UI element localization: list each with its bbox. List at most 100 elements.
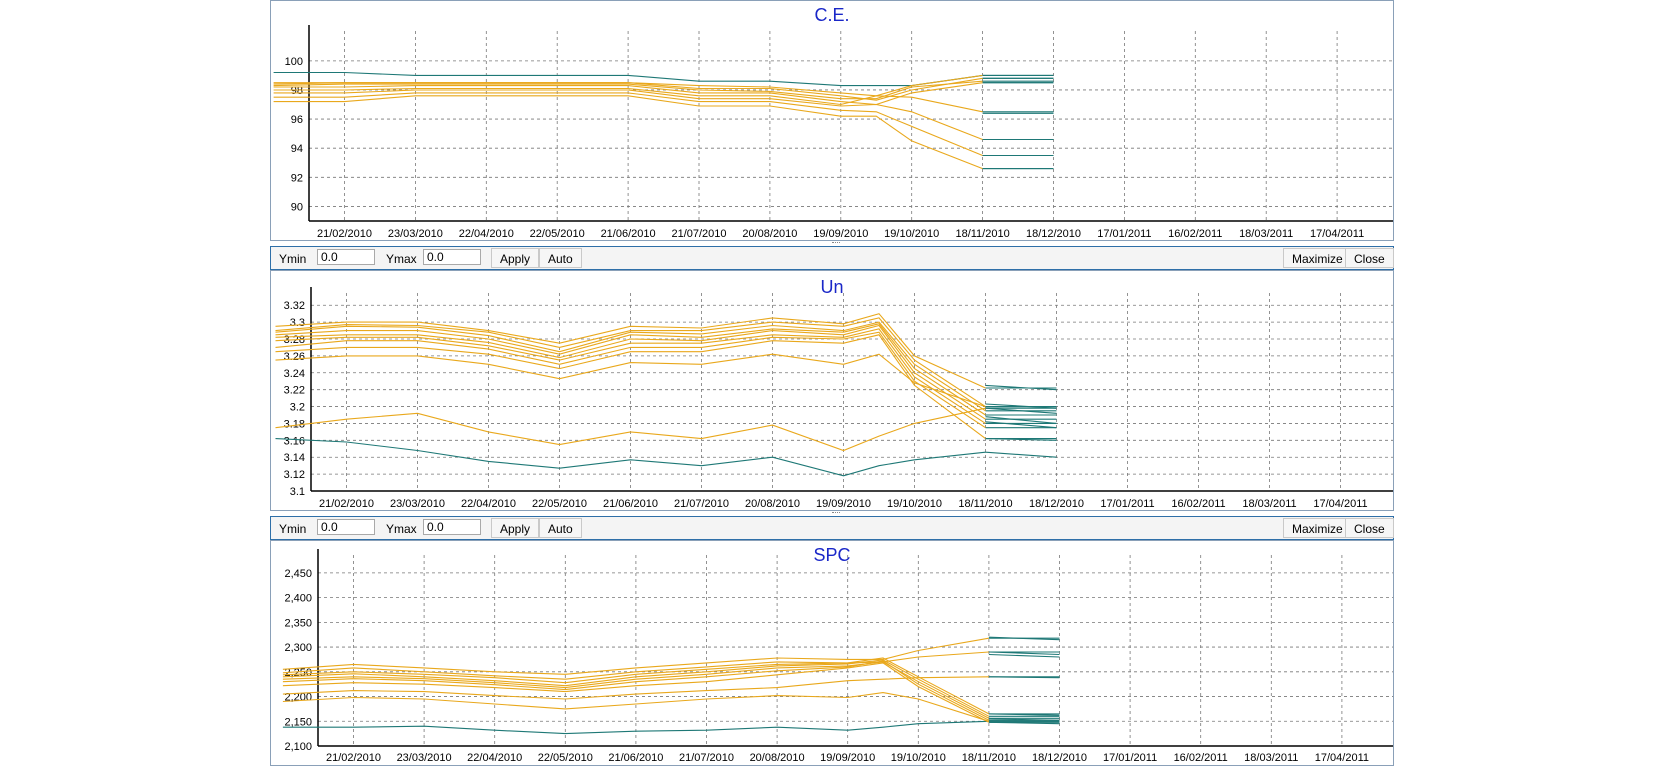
series-line-projection <box>988 653 1060 658</box>
x-tick-label: 18/12/2010 <box>1029 498 1084 510</box>
close-button[interactable]: Close <box>1345 248 1394 268</box>
x-tick-label: 17/04/2011 <box>1315 752 1369 764</box>
chart-panel-un: Un 3.1 3.12 3.14 3.16 3.18 3.2 3.22 3.24 3.26 3.28… <box>270 270 1394 511</box>
x-tick-label: 18/11/2010 <box>958 498 1012 510</box>
y-tick-label: 100 <box>285 56 303 68</box>
x-tick-label: 18/03/2011 <box>1244 752 1298 764</box>
x-tick-label: 20/08/2010 <box>750 752 805 764</box>
ymin-input[interactable] <box>317 519 375 535</box>
series-line <box>275 321 986 412</box>
x-tick-label: 21/07/2010 <box>671 228 726 240</box>
x-tick-label: 17/04/2011 <box>1310 228 1364 240</box>
y-tick-label: 3.26 <box>284 351 305 363</box>
series-line-projection <box>985 451 1057 458</box>
auto-button[interactable]: Auto <box>539 248 582 268</box>
x-tick-label: 19/09/2010 <box>813 228 868 240</box>
x-tick-label: 21/02/2010 <box>317 228 372 240</box>
x-tick-label: 22/04/2010 <box>459 228 514 240</box>
x-tick-label: 23/03/2010 <box>390 498 445 510</box>
ymax-label: Ymax <box>386 252 417 266</box>
x-tick-label: 22/05/2010 <box>532 498 587 510</box>
x-tick-label: 19/09/2010 <box>820 752 875 764</box>
y-tick-label: 2,300 <box>284 642 312 654</box>
series-line <box>282 662 990 723</box>
series-line <box>275 313 986 389</box>
y-tick-label: 2,400 <box>284 593 312 605</box>
x-tick-label: 22/05/2010 <box>538 752 593 764</box>
chart-ce: C.E. 90 92 94 96 98 100 21/02/2010 23/03/2010 22/… <box>273 5 1393 240</box>
auto-button[interactable]: Auto <box>539 518 582 538</box>
series-line <box>275 334 986 440</box>
chart-window: C.E. 90 92 94 96 98 100 21/02/2010 23/03/2010 22/… <box>270 0 1394 766</box>
x-tick-label: 19/10/2010 <box>887 498 942 510</box>
splitter-handle[interactable] <box>832 242 840 246</box>
y-tick-label: 3.24 <box>284 368 305 380</box>
chart-toolbar-un: Ymin Ymax Apply Auto Maximize Close <box>270 246 1394 270</box>
chart-title: SPC <box>813 545 850 565</box>
y-tick-label: 3.3 <box>290 317 305 329</box>
y-tick-label: 94 <box>291 143 303 155</box>
close-button[interactable]: Close <box>1345 518 1394 538</box>
series-line <box>275 323 986 416</box>
x-tick-label: 21/02/2010 <box>326 752 381 764</box>
series-line <box>275 317 986 408</box>
y-tick-label: 3.18 <box>284 418 305 430</box>
y-tick-label: 2,150 <box>284 716 312 728</box>
y-tick-label: 3.32 <box>284 300 305 312</box>
series-line <box>275 407 986 452</box>
series-line <box>273 80 983 100</box>
splitter-handle[interactable] <box>832 512 840 516</box>
y-tick-label: 3.22 <box>284 385 305 397</box>
x-tick-label: 17/01/2011 <box>1103 752 1157 764</box>
y-tick-label: 3.16 <box>284 435 305 447</box>
y-tick-label: 3.1 <box>290 486 305 498</box>
x-tick-label: 21/06/2010 <box>601 228 656 240</box>
y-tick-label: 98 <box>291 85 303 97</box>
series-line <box>273 95 983 170</box>
ymin-input[interactable] <box>317 249 375 265</box>
ymax-input[interactable] <box>423 249 481 265</box>
x-tick-label: 21/06/2010 <box>603 498 658 510</box>
x-tick-label: 19/10/2010 <box>891 752 946 764</box>
ymin-label: Ymin <box>279 252 307 266</box>
ymax-label: Ymax <box>386 522 417 536</box>
y-tick-label: 2,450 <box>284 568 312 580</box>
chart-title: C.E. <box>814 5 849 25</box>
x-tick-label: 19/09/2010 <box>816 498 871 510</box>
x-tick-label: 23/03/2010 <box>388 228 443 240</box>
x-tick-label: 20/08/2010 <box>742 228 797 240</box>
series-line <box>275 438 986 477</box>
maximize-button[interactable]: Maximize <box>1283 248 1352 268</box>
y-tick-label: 90 <box>291 201 303 213</box>
x-tick-label: 18/03/2011 <box>1239 228 1293 240</box>
x-tick-label: 22/04/2010 <box>467 752 522 764</box>
maximize-button[interactable]: Maximize <box>1283 518 1352 538</box>
apply-button[interactable]: Apply <box>491 248 540 268</box>
ymax-input[interactable] <box>423 519 481 535</box>
x-tick-label: 21/07/2010 <box>674 498 729 510</box>
series-line <box>282 720 989 735</box>
series-line <box>273 89 983 141</box>
series-line-projection <box>985 421 1057 429</box>
series-line <box>275 328 986 424</box>
x-tick-label: 16/02/2011 <box>1171 498 1225 510</box>
x-tick-label: 23/03/2010 <box>397 752 452 764</box>
x-tick-label: 18/12/2010 <box>1032 752 1087 764</box>
y-tick-label: 96 <box>291 114 303 126</box>
x-tick-label: 22/05/2010 <box>530 228 585 240</box>
series-line <box>282 660 990 721</box>
series-line <box>282 637 989 675</box>
series-line <box>282 659 990 717</box>
apply-button[interactable]: Apply <box>491 518 540 538</box>
series-line <box>273 87 983 113</box>
x-tick-label: 16/02/2011 <box>1168 228 1222 240</box>
ymin-label: Ymin <box>279 522 307 536</box>
x-tick-label: 17/04/2011 <box>1313 498 1367 510</box>
chart-panel-ce: C.E. 90 92 94 96 98 100 21/02/2010 23/03/2010 22/… <box>270 0 1394 241</box>
series-line <box>275 331 986 429</box>
y-tick-label: 2,350 <box>284 617 312 629</box>
y-tick-label: 92 <box>291 172 303 184</box>
series-line <box>282 676 989 700</box>
x-tick-label: 22/04/2010 <box>461 498 516 510</box>
series-line <box>282 657 990 715</box>
